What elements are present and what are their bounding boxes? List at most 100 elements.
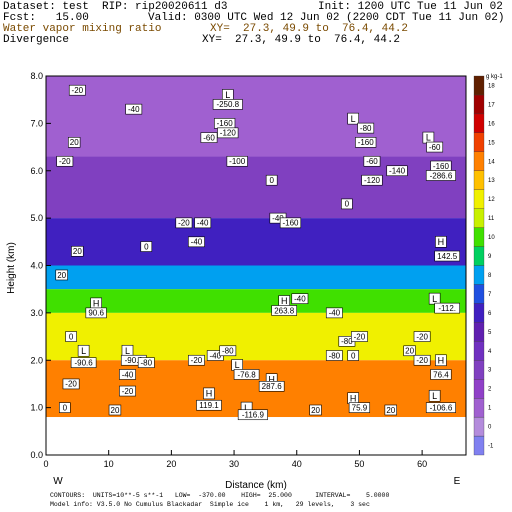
y-tick-label: 7.0 (30, 118, 43, 128)
contour-label-box (108, 404, 122, 416)
contour-label: 263.8 (274, 306, 295, 315)
contour-label-box (384, 404, 397, 416)
contour-label: L (351, 114, 356, 124)
contour-label: -160 (358, 138, 375, 147)
contour-label: -20 (354, 332, 366, 341)
contour-label-box (413, 331, 431, 342)
contour-label: H (268, 374, 275, 384)
contour-label-box (425, 402, 456, 413)
contour-label: 20 (386, 406, 395, 415)
contour-label: -80 (360, 124, 372, 133)
colorbar-label: 16 (488, 121, 495, 127)
contour-label-box (119, 369, 136, 380)
contour-label: -90.6 (74, 358, 93, 367)
contour-label-box (140, 241, 153, 252)
contour-label: H (281, 296, 288, 306)
colorbar-swatch (473, 246, 485, 266)
contour-label: -286.6 (430, 171, 453, 180)
contour-label: -80 (222, 347, 234, 356)
contour-label: -250.8 (216, 100, 239, 109)
contour-label: H (438, 237, 445, 247)
x-tick-label: 0 (43, 459, 48, 469)
colorbar-label: 6 (488, 311, 492, 317)
contour-label-box (403, 345, 416, 357)
contour-label: -60 (429, 143, 441, 152)
terrain-fill (46, 417, 466, 455)
contour-label: L (225, 90, 230, 100)
contour-label-box (434, 302, 460, 314)
contour-label-box (71, 245, 84, 257)
contour-label-box (85, 307, 107, 319)
contour-label: -112. (438, 304, 456, 313)
forecast-hour: Fcst: 15.00 (3, 12, 89, 24)
contour-label-box (325, 307, 343, 319)
contour-label-box (361, 174, 383, 186)
contour-label-box (194, 217, 212, 229)
contour-label: -40 (197, 219, 209, 228)
contour-label-box (125, 103, 143, 115)
contour-label-box (435, 354, 447, 367)
contour-label-box (434, 250, 460, 262)
contour-label-box (347, 350, 359, 361)
contour-label-box (68, 84, 86, 96)
colorbar-swatch (473, 379, 485, 399)
x-tick-label: 30 (229, 459, 239, 469)
contour-label-box (196, 399, 222, 411)
contour-label: -120 (220, 129, 237, 138)
contour-label: -20 (416, 356, 428, 365)
y-tick-label: 3.0 (30, 308, 43, 318)
contour-label-box (258, 381, 285, 392)
contour-label: -20 (191, 356, 203, 365)
x-axis: 0 10 20 30 40 50 60 (43, 450, 427, 469)
contour-label-box (55, 269, 68, 281)
west-label: W (53, 476, 63, 487)
contour-label-box (233, 369, 260, 380)
contour-label: -20 (416, 332, 428, 341)
contour-label-box (226, 155, 248, 167)
contour-info: CONTOURS: UNITS=10**-5 s**-1 LOW= -370.0… (50, 492, 390, 499)
y-tick-label: 1.0 (30, 403, 43, 413)
colorbar-label: -1 (488, 444, 494, 450)
contour-label: -80 (141, 358, 153, 367)
contour-label: -120 (364, 176, 381, 185)
valid-time: Valid: 0300 UTC Wed 12 Jun 02 (2200 CDT … (148, 12, 505, 24)
contour-label-box (357, 122, 375, 134)
fill-band (46, 289, 466, 313)
contour-label-box (62, 378, 80, 390)
contour-label: 20 (70, 138, 79, 147)
contour-label: -76.8 (237, 370, 256, 379)
colorbar-label: 18 (488, 83, 495, 89)
contour-label: 0 (69, 332, 74, 341)
contour-label: -40 (329, 309, 341, 318)
y-tick-label: 8.0 (30, 71, 43, 81)
y-axis-title: Height (km) (6, 242, 17, 294)
y-axis: 0.0 1.0 2.0 3.0 4.0 5.0 6.0 7.0 8.0 (30, 71, 51, 460)
y-tick-label: 5.0 (30, 213, 43, 223)
colorbar-label: 9 (488, 254, 492, 260)
fill-band (46, 312, 466, 361)
colorbar-label: 11 (488, 216, 495, 222)
colorbar-swatch (473, 284, 485, 304)
contour-label-box (59, 402, 71, 413)
x-tick-label: 40 (292, 459, 302, 469)
contour-label-box (291, 293, 309, 304)
contour-label: 76.4 (433, 370, 449, 379)
colorbar-label: 17 (488, 102, 495, 108)
x-tick-label: 20 (166, 459, 176, 469)
contour-label: L (432, 294, 437, 304)
fill-band (46, 265, 466, 290)
colorbar-unit: g kg-1 (486, 74, 503, 80)
contour-label: -40 (272, 214, 284, 223)
colorbar-swatch (473, 265, 485, 285)
contour-label-box (119, 385, 136, 397)
contour-label-box (413, 354, 431, 366)
contour-label: -20 (72, 86, 84, 95)
contour-label: -40 (128, 105, 140, 114)
y-tick-label: 6.0 (30, 166, 43, 176)
contour-label-box (428, 389, 441, 402)
contour-label: -40 (122, 370, 134, 379)
contour-label: 0 (345, 200, 350, 209)
colorbar-label: 15 (488, 140, 495, 146)
contour-label-box (265, 174, 278, 186)
